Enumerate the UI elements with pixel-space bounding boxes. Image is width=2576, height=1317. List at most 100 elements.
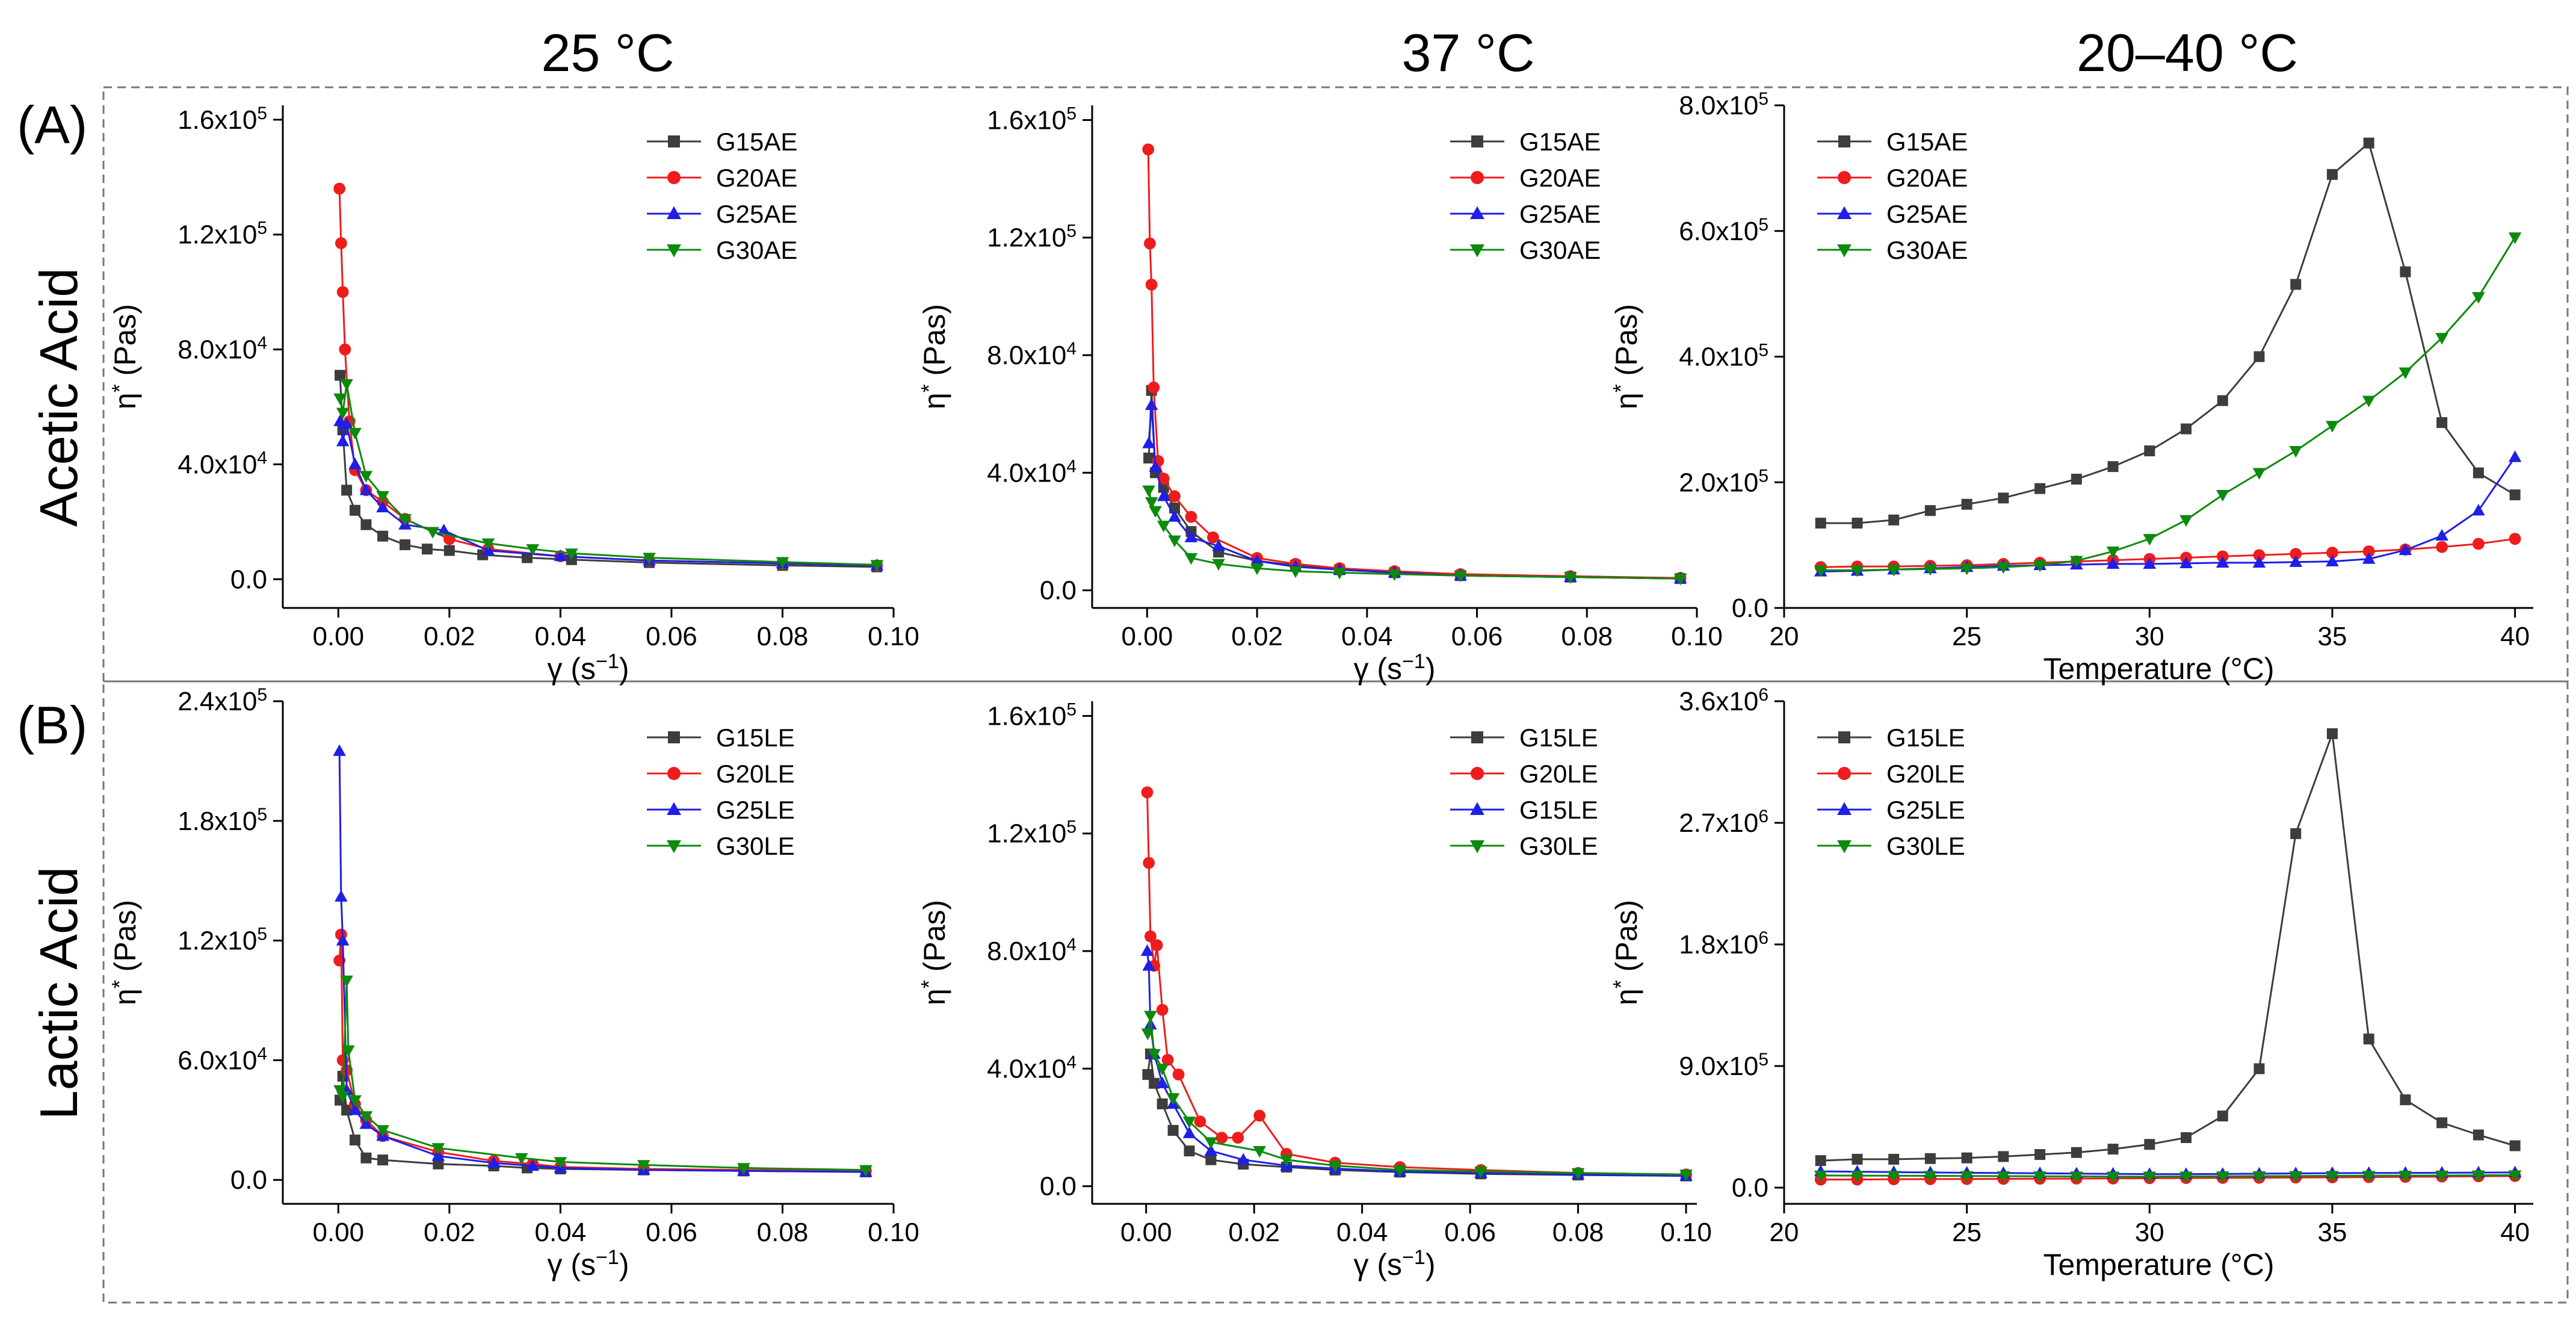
- legend-marker: [667, 840, 681, 854]
- series-line: [1147, 404, 1681, 580]
- x-axis-title: γ (s−1): [1354, 1246, 1436, 1281]
- data-point: [1144, 237, 1156, 250]
- series-g20ae: [333, 182, 883, 572]
- data-point: [1149, 1077, 1160, 1089]
- data-point: [1887, 1171, 1900, 1183]
- chart-lactic-25c: 0.00 0.02 0.04 0.06 0.08 0.10 0.0 6.0x104 1.2x10…: [107, 685, 919, 1281]
- data-point: [1184, 553, 1198, 565]
- data-point: [643, 553, 656, 565]
- data-point: [2509, 489, 2521, 501]
- data-point: [2179, 515, 2193, 527]
- y-tick-label: 8.0x104: [987, 935, 1076, 966]
- legend-marker: [1837, 802, 1852, 815]
- data-point: [2106, 546, 2120, 559]
- y-axis-title: η* (Pas): [916, 304, 951, 409]
- data-point: [348, 1103, 362, 1115]
- legend-marker: [668, 731, 680, 743]
- data-point: [2398, 367, 2412, 379]
- data-point: [481, 538, 495, 550]
- legend-label: G20LE: [1886, 760, 1965, 788]
- data-point: [737, 1163, 750, 1175]
- legend-label: G15AE: [716, 128, 797, 156]
- data-point: [360, 1152, 372, 1164]
- x-tick-label: 0.08: [1552, 1218, 1604, 1247]
- data-point: [1143, 857, 1155, 869]
- data-point: [1168, 535, 1181, 547]
- data-point: [2216, 556, 2229, 568]
- series-g30ae: [1814, 232, 2522, 577]
- data-point: [2290, 279, 2302, 290]
- data-point: [1232, 1132, 1244, 1144]
- data-point: [333, 414, 347, 426]
- data-point: [554, 1157, 567, 1169]
- data-point: [2216, 490, 2229, 502]
- x-tick-label: 0.10: [868, 622, 919, 651]
- y-tick-label: 0.0: [230, 1165, 267, 1195]
- legend: G15LE G20LE G15LE G30LE: [1450, 724, 1598, 860]
- column-title-20-40c: 20–40 °C: [2077, 23, 2298, 82]
- legend-marker: [667, 171, 681, 184]
- data-point: [336, 1091, 350, 1103]
- legend: G15AE G20AE G25AE G30AE: [647, 128, 797, 264]
- data-point: [359, 1117, 373, 1129]
- y-tick-label: 6.0x104: [178, 1044, 267, 1075]
- data-point: [2107, 461, 2119, 473]
- data-point: [1184, 530, 1198, 542]
- data-point: [2398, 1170, 2412, 1183]
- data-point: [514, 1153, 528, 1165]
- y-tick-label: 1.8x106: [1679, 928, 1768, 959]
- y-tick-label: 9.0x105: [1679, 1050, 1768, 1081]
- y-tick-label: 8.0x104: [178, 333, 267, 365]
- data-point: [1149, 460, 1162, 472]
- x-tick-label: 0.06: [646, 622, 697, 651]
- legend-label: G30AE: [1519, 236, 1601, 264]
- data-point: [1250, 563, 1264, 575]
- data-point: [359, 483, 373, 495]
- data-point: [1194, 1115, 1206, 1128]
- y-tick-label: 1.2x105: [178, 925, 267, 956]
- data-point: [2253, 351, 2265, 362]
- data-point: [2290, 548, 2302, 560]
- data-point: [526, 544, 540, 556]
- data-point: [1157, 521, 1170, 533]
- data-point: [2472, 503, 2485, 516]
- data-point: [1815, 518, 1826, 529]
- data-point: [335, 237, 347, 249]
- data-point: [1155, 1076, 1169, 1088]
- data-point: [2144, 445, 2155, 457]
- series-g20ae: [1814, 533, 2521, 574]
- data-point: [1253, 1146, 1266, 1158]
- data-point: [1168, 510, 1181, 522]
- data-point: [2290, 828, 2302, 839]
- x-tick-label: 0.04: [1341, 622, 1393, 651]
- data-point: [1142, 436, 1155, 448]
- y-tick-label: 2.4x105: [178, 685, 267, 716]
- legend-marker: [1837, 244, 1852, 258]
- data-point: [1142, 1069, 1154, 1080]
- data-point: [1161, 1053, 1174, 1066]
- data-point: [2289, 445, 2303, 458]
- series-g15ae: [335, 370, 883, 572]
- legend-marker: [667, 206, 681, 219]
- data-point: [2144, 1139, 2155, 1150]
- y-axis-title: η* (Pas): [1608, 304, 1643, 409]
- x-tick-label: 0.04: [1336, 1218, 1388, 1247]
- legend-label: G30LE: [1519, 832, 1598, 860]
- data-point: [1144, 930, 1157, 943]
- data-point: [2033, 1171, 2046, 1183]
- data-point: [2326, 169, 2338, 180]
- x-axis-title: Temperature (°C): [2043, 1248, 2275, 1281]
- data-point: [1155, 1064, 1169, 1076]
- data-point: [1998, 492, 2009, 504]
- y-tick-label: 0.0: [230, 565, 267, 594]
- x-tick-label: 35: [2317, 622, 2347, 651]
- data-point: [2508, 450, 2522, 462]
- legend: G15LE G20LE G25LE G30LE: [1817, 724, 1965, 860]
- series-line: [1820, 1174, 2515, 1178]
- y-tick-label: 3.6x106: [1679, 685, 1768, 716]
- series-line: [339, 383, 877, 566]
- data-point: [341, 1105, 353, 1116]
- data-point: [1140, 944, 1154, 956]
- legend-label: G25AE: [1519, 200, 1601, 228]
